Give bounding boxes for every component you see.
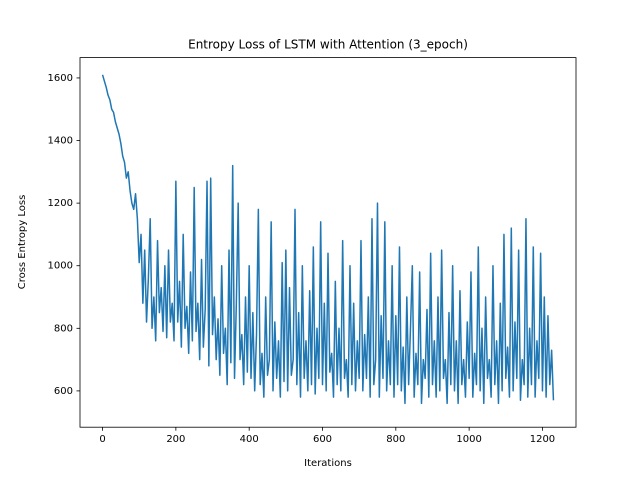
- y-tick-label: 1600: [48, 73, 73, 84]
- x-tick-label: 0: [99, 434, 105, 445]
- x-tick-label: 200: [166, 434, 185, 445]
- y-tick-label: 800: [54, 323, 73, 334]
- y-axis-label: Cross Entropy Loss: [17, 195, 28, 290]
- x-tick-label: 600: [313, 434, 332, 445]
- x-tick-label: 1000: [456, 434, 481, 445]
- x-tick-label: 1200: [530, 434, 555, 445]
- y-tick-label: 1200: [48, 198, 73, 209]
- x-axis-label: Iterations: [304, 458, 352, 469]
- axes-frame: [79, 57, 577, 428]
- x-tick-label: 800: [386, 434, 405, 445]
- chart-title: Entropy Loss of LSTM with Attention (3_e…: [188, 38, 468, 52]
- loss-line: [101, 74, 555, 405]
- y-tick-label: 1400: [48, 136, 73, 147]
- y-tick-label: 600: [54, 386, 73, 397]
- y-tick-label: 1000: [48, 261, 73, 272]
- x-tick-label: 400: [240, 434, 259, 445]
